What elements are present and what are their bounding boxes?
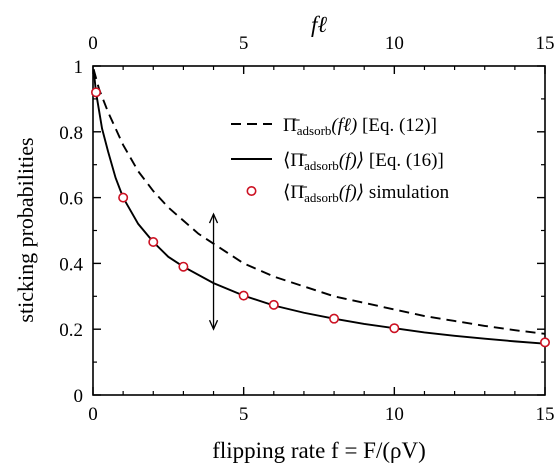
simulation-point bbox=[91, 87, 102, 98]
axis-ticks bbox=[92, 65, 546, 396]
legend: Π̄adsorb(fℓ) [Eq. (12)] ⟨Π̄adsorb(f)⟩ [Eq… bbox=[231, 115, 450, 205]
annotation-layer bbox=[208, 212, 219, 331]
y-tick-label: 0.6 bbox=[59, 189, 83, 210]
legend-label: ⟨Π̄adsorb(f)⟩ simulation bbox=[283, 182, 450, 205]
simulation-point bbox=[539, 337, 550, 348]
y-tick-label: 0 bbox=[74, 386, 84, 407]
top-axis-label: fℓ bbox=[311, 12, 327, 37]
simulation-point bbox=[389, 323, 400, 334]
tick-labels: 0 5 10 15 0 5 10 15 0 0.2 0.4 0.6 0.8 1 bbox=[59, 33, 554, 425]
x-tick-label: 10 bbox=[385, 404, 404, 425]
y-axis-label: sticking probabilities bbox=[13, 137, 38, 322]
simulation-point bbox=[238, 290, 249, 301]
legend-label: ⟨Π̄adsorb(f)⟩ [Eq. (16)] bbox=[283, 150, 444, 173]
y-tick-label: 0.8 bbox=[59, 123, 83, 144]
x-tick-label: 0 bbox=[88, 404, 98, 425]
legend-label: Π̄adsorb(fℓ) [Eq. (12)] bbox=[283, 115, 437, 138]
y-tick-label: 1 bbox=[74, 57, 84, 78]
y-tick-label: 0.4 bbox=[59, 254, 83, 275]
plot-frame bbox=[92, 65, 546, 396]
simulation-point bbox=[118, 192, 129, 203]
y-tick-label: 0.2 bbox=[59, 320, 83, 341]
eq16-solid-line bbox=[92, 69, 546, 345]
arrow-head-down bbox=[208, 319, 219, 331]
series-layer bbox=[91, 69, 550, 348]
top-x-tick-label: 0 bbox=[88, 33, 98, 54]
x-tick-label: 5 bbox=[239, 404, 249, 425]
x-axis-label: flipping rate f = F/(ρV) bbox=[212, 438, 426, 463]
legend-marker bbox=[246, 186, 257, 197]
top-x-tick-label: 5 bbox=[239, 33, 249, 54]
x-tick-label: 15 bbox=[536, 404, 555, 425]
plot-area bbox=[92, 65, 546, 396]
simulation-point bbox=[178, 261, 189, 272]
arrow-head-up bbox=[208, 212, 219, 224]
simulation-point bbox=[268, 299, 279, 310]
simulation-point bbox=[148, 237, 159, 248]
simulation-point bbox=[329, 313, 340, 324]
top-x-tick-label: 10 bbox=[385, 33, 404, 54]
top-x-tick-label: 15 bbox=[536, 33, 555, 54]
